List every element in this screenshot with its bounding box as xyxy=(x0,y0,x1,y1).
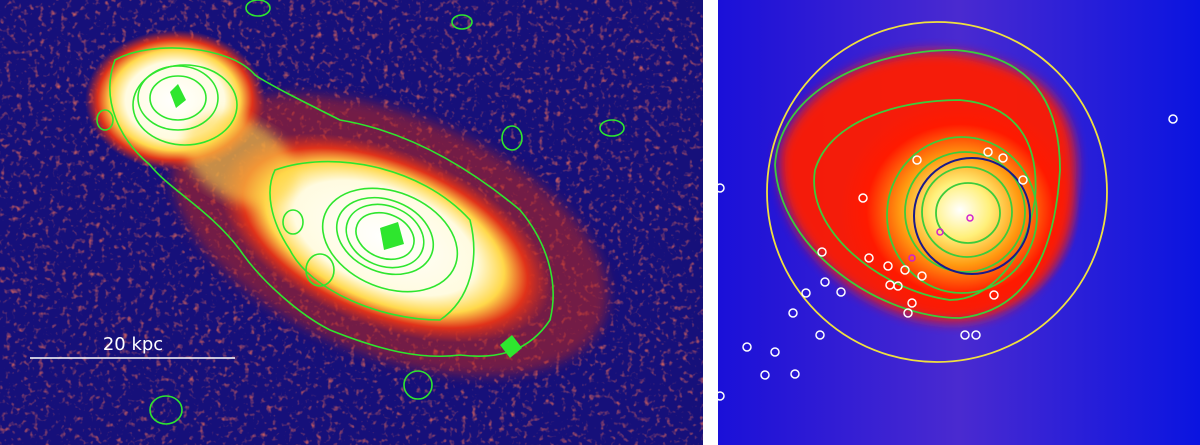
emission-core xyxy=(840,100,1080,320)
optical-panel: 20 kpc xyxy=(0,0,703,445)
bridge xyxy=(184,114,296,206)
xray-panel xyxy=(715,0,1200,445)
yellow-circle xyxy=(766,21,1108,363)
blue-circle xyxy=(913,157,1031,275)
member-galaxies xyxy=(715,114,1178,401)
highlighted-galaxies xyxy=(908,214,974,262)
contours xyxy=(774,49,1061,319)
scale-bar-label: 20 kpc xyxy=(103,334,163,355)
